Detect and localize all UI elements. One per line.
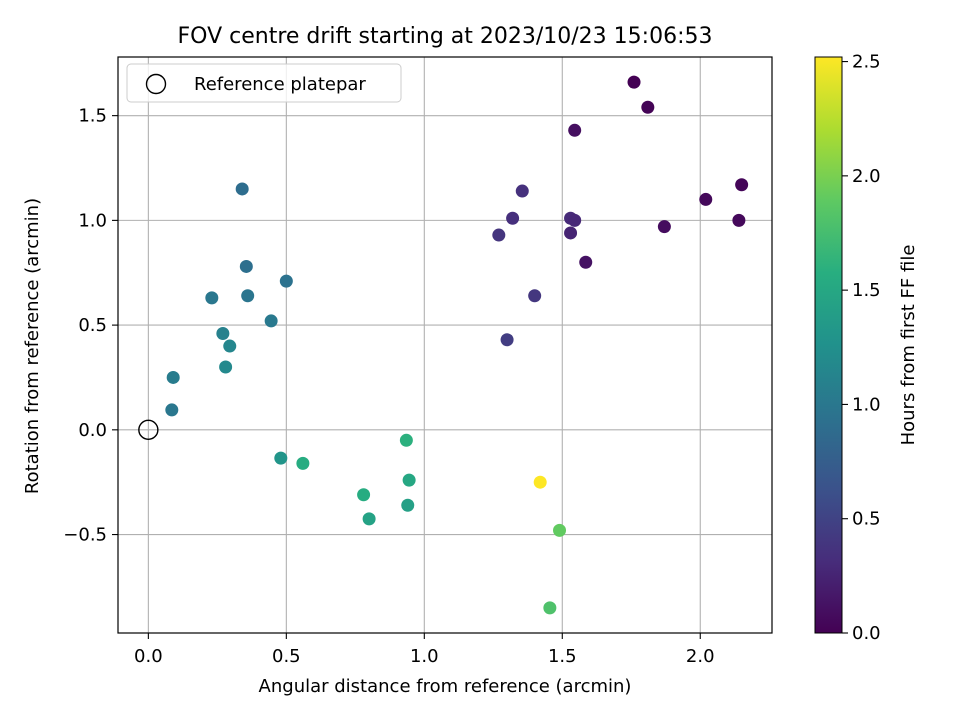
- scatter-point: [641, 100, 655, 114]
- scatter-point: [533, 475, 547, 489]
- legend-box: [126, 63, 402, 103]
- y-tick-label: 0.0: [78, 420, 107, 441]
- colorbar-tick-label: 2.0: [852, 166, 881, 187]
- scatter-point: [506, 211, 520, 225]
- x-tick-label: 2.0: [686, 646, 715, 667]
- y-tick-label: 1.0: [78, 210, 107, 231]
- scatter-point: [402, 473, 416, 487]
- scatter-point: [399, 433, 413, 447]
- scatter-point: [274, 451, 288, 465]
- colorbar-ticks: 0.0 0.5 1.0 1.5 2.0 2.5: [842, 52, 881, 644]
- x-tick-label: 1.5: [548, 646, 577, 667]
- scatter-point: [627, 75, 641, 89]
- legend-label-reference: Reference platepar: [194, 74, 366, 95]
- scatter-point: [362, 512, 376, 526]
- chart-title: FOV centre drift starting at 2023/10/23 …: [178, 24, 713, 49]
- chart-title-text: FOV centre drift starting at 2023/10/23 …: [178, 24, 713, 49]
- colorbar-tick-label: 0.0: [852, 623, 881, 644]
- colorbar-tick-label: 1.0: [852, 394, 881, 415]
- scatter-point: [216, 326, 230, 340]
- colorbar-tick-label: 0.5: [852, 509, 881, 530]
- scatter-point: [568, 123, 582, 137]
- legend: Reference platepar: [126, 63, 402, 103]
- scatter-point: [357, 488, 371, 502]
- scatter-point: [732, 213, 746, 227]
- y-tick-label: 0.5: [78, 315, 107, 336]
- colorbar: 0.0 0.5 1.0 1.5 2.0 2.5 Hours from first FF f…: [814, 52, 919, 644]
- axes-frame: [117, 56, 773, 634]
- scatter-point: [564, 226, 578, 240]
- scatter-point: [219, 360, 233, 374]
- scatter-point: [239, 259, 253, 273]
- colorbar-tick-label: 1.5: [852, 280, 881, 301]
- colorbar-label: Hours from first FF file: [898, 245, 919, 446]
- y-axis-label: Rotation from reference (arcmin): [22, 198, 43, 494]
- x-axis-label: Angular distance from reference (arcmin): [259, 676, 632, 697]
- reference-point-marker: [138, 419, 159, 441]
- scatter-point: [205, 291, 219, 305]
- scatter-point: [568, 213, 582, 227]
- scatter-point: [699, 192, 713, 206]
- scatter-point: [296, 456, 310, 470]
- x-tick-label: 0.5: [272, 646, 301, 667]
- scatter-point: [235, 182, 249, 196]
- scatter-point: [279, 274, 293, 288]
- y-tick-label: −0.5: [63, 525, 107, 546]
- scatter-point: [492, 228, 506, 242]
- scatter-point: [543, 601, 557, 615]
- colorbar-tick-label: 2.5: [852, 52, 881, 73]
- scatter-point: [500, 333, 514, 347]
- scatter-point: [401, 498, 415, 512]
- colorbar-gradient: [814, 56, 843, 634]
- x-tick-label: 1.0: [410, 646, 439, 667]
- scatter-point: [241, 289, 255, 303]
- plot-area: 0.0 0.5 1.0 1.5 2.0 −0.5 0.0 0.5 1.0 1.5: [63, 56, 773, 667]
- scatter-point: [528, 289, 542, 303]
- scatter-point: [165, 403, 179, 417]
- scatter-point: [223, 339, 237, 353]
- scatter-point: [515, 184, 529, 198]
- y-tick-label: 1.5: [78, 106, 107, 127]
- scatter-point: [553, 523, 567, 537]
- scatter-point: [166, 370, 180, 384]
- legend-marker-reference: [145, 73, 167, 95]
- scatter-point: [264, 314, 278, 328]
- scatter-point: [657, 220, 671, 234]
- scatter-point: [735, 178, 749, 192]
- x-tick-label: 0.0: [134, 646, 163, 667]
- scatter-point: [579, 255, 593, 269]
